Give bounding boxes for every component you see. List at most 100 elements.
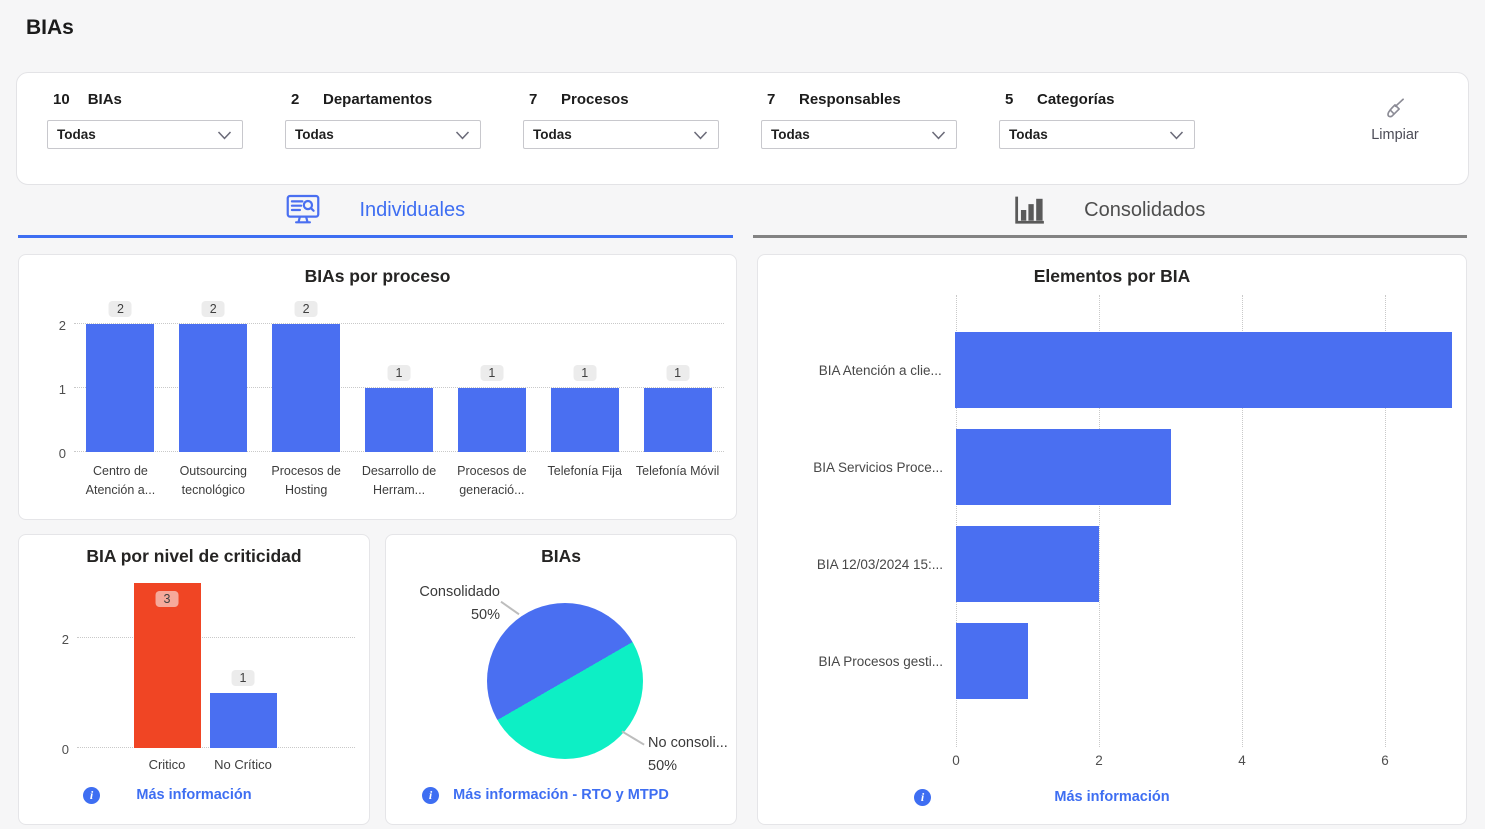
broom-icon [1382, 96, 1408, 126]
bar-column: 1 [205, 583, 281, 748]
card-footer: i Más información [19, 786, 369, 804]
view-tabs: Individuales Consolidados [18, 187, 1467, 238]
info-icon[interactable]: i [914, 789, 931, 806]
slice-pct: 50% [470, 607, 500, 623]
data-label: 2 [294, 301, 318, 317]
chart-row: BIA 12/03/2024 15:... [758, 526, 1452, 602]
chart-title: BIAs [541, 546, 581, 566]
chevron-down-icon [217, 131, 232, 140]
filter-dropdown-3[interactable]: Todas [761, 120, 957, 149]
info-icon[interactable]: i [422, 787, 439, 804]
bar-column: 1 [538, 324, 631, 452]
filter-value: Todas [57, 127, 96, 142]
chevron-down-icon [693, 131, 708, 140]
category-label: Telefonía Móvil [635, 464, 720, 478]
tab-consolidados[interactable]: Consolidados [752, 187, 1467, 238]
y-axis-tick: 1 [58, 382, 66, 397]
bar[interactable] [179, 324, 248, 452]
bar[interactable] [209, 693, 277, 748]
more-info-link[interactable]: Más información [136, 787, 252, 803]
filter-group-2: 7 Procesos Todas [523, 89, 719, 149]
data-label: 2 [108, 301, 132, 317]
more-info-link[interactable]: Más información [1054, 789, 1170, 805]
category-label: BIA Procesos gesti... [818, 653, 943, 669]
filter-dropdown-0[interactable]: Todas [47, 120, 243, 149]
category-label: Outsourcing tecnológico [179, 464, 247, 498]
filter-header: 5 Categorías [1005, 91, 1195, 108]
bar-column: 2 [167, 301, 260, 452]
filter-value: Todas [771, 127, 810, 142]
pie-label-consolidado: Consolidado 50% [394, 581, 500, 627]
chart-row: BIA Servicios Proce... [758, 429, 1452, 505]
bar[interactable] [956, 429, 1171, 505]
filter-label: BIAs [87, 91, 122, 108]
clear-filters-button[interactable]: Limpiar [1360, 95, 1430, 144]
filter-dropdown-2[interactable]: Todas [523, 120, 719, 149]
y-axis-tick: 0 [61, 742, 69, 757]
x-axis-labels: Centro de Atención a... Outsourcing tecno… [74, 462, 724, 501]
filter-dropdown-4[interactable]: Todas [999, 120, 1195, 149]
tab-label: Consolidados [1084, 198, 1206, 221]
data-label: 1 [231, 670, 255, 686]
bar[interactable] [550, 388, 619, 452]
more-info-link[interactable]: Más información - RTO y MTPD [453, 787, 669, 803]
card-bia-por-criticidad: BIA por nivel de criticidad 0 2 3 1 Critico N… [18, 534, 370, 825]
gridline [1099, 295, 1100, 747]
chart-title: BIAs por proceso [304, 266, 451, 286]
leader-line [500, 600, 520, 616]
gridline [74, 323, 724, 324]
bar[interactable] [133, 583, 201, 748]
x-axis-tick: 6 [1381, 753, 1389, 768]
slice-label: No consoli... [648, 735, 728, 751]
bar[interactable] [956, 526, 1099, 602]
filter-dropdown-1[interactable]: Todas [285, 120, 481, 149]
filter-header: 10 BIAs [53, 91, 243, 108]
bar[interactable] [272, 324, 341, 452]
y-axis-tick: 0 [58, 446, 66, 461]
chart-title: BIA por nivel de criticidad [86, 546, 302, 566]
bar[interactable] [457, 388, 526, 452]
bar-column: 3 [129, 583, 205, 748]
filter-count: 7 [529, 91, 538, 108]
bar-chart-icon [1014, 195, 1046, 225]
card-footer: i Más información [758, 788, 1466, 806]
page-title: BIAs [26, 16, 74, 39]
gridline [956, 295, 957, 747]
plot-area: 0 1 2 2 2 2 1 1 1 1 [59, 301, 724, 461]
chevron-down-icon [931, 131, 946, 140]
pie-slices[interactable] [487, 603, 643, 759]
bar[interactable] [954, 332, 1452, 408]
bar-column: 2 [260, 301, 353, 452]
y-axis-tick: 2 [61, 632, 69, 647]
filter-count: 2 [291, 91, 300, 108]
category-label: Procesos de Hosting [271, 464, 341, 498]
category-label: BIA 12/03/2024 15:... [816, 556, 943, 572]
clear-filters-label: Limpiar [1371, 127, 1419, 143]
card-bias-por-proceso: BIAs por proceso 0 1 2 2 2 2 1 1 1 1 Centro de Ate… [18, 254, 737, 520]
filter-label: Procesos [561, 91, 629, 108]
pie-chart-bias: Consolidado 50% No consoli... 50% [386, 567, 736, 797]
tab-label: Individuales [359, 198, 466, 221]
bar[interactable] [643, 388, 712, 452]
bar[interactable] [956, 623, 1028, 699]
card-bias-pie: BIAs Consolidado 50% No consoli... 50% [385, 534, 737, 825]
filter-group-4: 5 Categorías Todas [999, 89, 1195, 149]
filter-value: Todas [1009, 127, 1048, 142]
category-label: BIA Atención a clie... [818, 362, 942, 378]
bar-chart-criticidad: 0 2 3 1 Critico No Crítico [19, 583, 369, 775]
data-label: 3 [155, 591, 179, 607]
chart-row: BIA Atención a clie... [758, 332, 1452, 408]
gridline [74, 387, 724, 388]
category-label: Telefonía Fija [547, 464, 622, 478]
tab-individuales[interactable]: Individuales [18, 187, 733, 238]
leader-line [621, 730, 645, 746]
category-label: BIA Servicios Proce... [813, 459, 943, 475]
pie-label-no-consolidado: No consoli... 50% [648, 732, 728, 778]
bar-chart-elementos-por-bia: 0 2 4 6 BIA Atención a clie... BIA Servicios … [758, 293, 1466, 768]
filter-count: 10 [53, 91, 70, 108]
chart-row: BIA Procesos gesti... [758, 623, 1452, 699]
info-icon[interactable]: i [83, 787, 100, 804]
bar[interactable] [86, 324, 155, 452]
filter-group-3: 7 Responsables Todas [761, 89, 957, 149]
bar[interactable] [365, 388, 433, 452]
